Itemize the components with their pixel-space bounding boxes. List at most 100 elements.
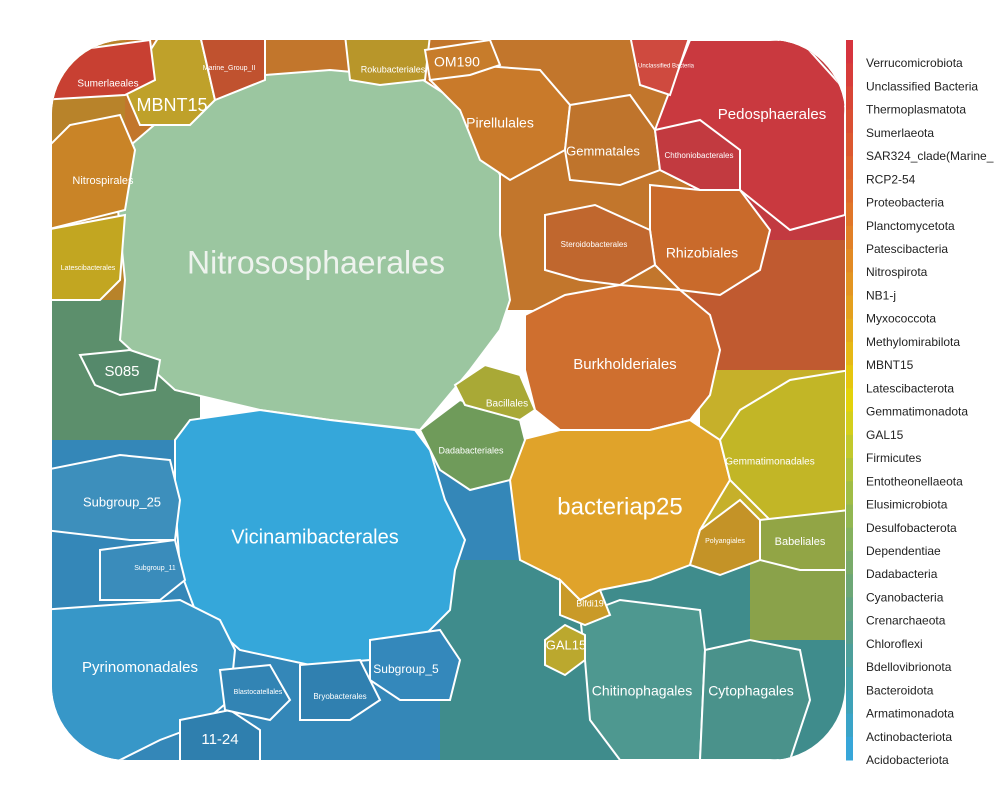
cell-label: Chthoniobacterales — [665, 151, 734, 160]
cell-label: Cytophagales — [708, 683, 794, 699]
legend-label: Bacteroidota — [866, 683, 934, 697]
cell-label: MBNT15 — [136, 95, 207, 115]
cell — [299, 658, 382, 721]
legend-label: Patescibacteria — [866, 242, 948, 256]
legend-label: Crenarchaeota — [866, 614, 946, 628]
legend-swatch — [846, 156, 853, 180]
treemap: Nitrososphaerales Vicinamibacterales Burkh… — [52, 40, 845, 760]
legend-label: MBNT15 — [866, 358, 914, 372]
legend-label: Gemmatimonadota — [866, 405, 968, 419]
cell — [653, 118, 741, 191]
cell-label: Vicinamibacterales — [231, 526, 399, 548]
legend-label: Bdellovibrionota — [866, 660, 952, 674]
cell-label: Blastocatellales — [234, 689, 283, 696]
legend-swatch — [846, 365, 853, 389]
cell — [544, 623, 586, 677]
legend-swatch — [846, 202, 853, 227]
cell-label: Latescibacterales — [61, 265, 116, 272]
legend-label: Chloroflexi — [866, 637, 923, 651]
cell-label: Burkholderiales — [573, 356, 676, 373]
cell-label: Rokubacteriales — [361, 64, 426, 74]
cell — [116, 68, 512, 432]
cell — [688, 498, 761, 577]
cell — [544, 203, 657, 287]
legend-label: Nitrospirota — [866, 265, 928, 279]
legend-label: Thermoplasmatota — [866, 103, 966, 117]
legend-label: Firmicutes — [866, 451, 921, 465]
cell-label: bacteriap25 — [557, 493, 682, 520]
legend-swatch — [846, 318, 853, 343]
legend-swatch — [846, 690, 853, 715]
legend-label: Desulfobacterota — [866, 521, 957, 535]
cell-label: Steroidobacterales — [561, 240, 628, 249]
cell-label: Pirellulales — [466, 115, 534, 131]
cell-label: Unclassified Bacteria — [638, 64, 695, 70]
legend-swatch — [846, 272, 853, 296]
cell-label: Subgroup_5 — [373, 662, 439, 676]
cell — [179, 708, 261, 760]
legend-swatch — [846, 458, 853, 482]
cell-label: Nitrososphaerales — [187, 244, 445, 280]
cell-label: Bryobacterales — [313, 692, 366, 701]
cell — [52, 213, 127, 301]
cell-label: Rhizobiales — [666, 245, 738, 261]
cell-label: GAL15 — [546, 637, 586, 652]
cell — [578, 598, 707, 760]
cell — [423, 40, 502, 82]
legend-swatch — [846, 620, 853, 645]
legend-label: Actinobacteriota — [866, 730, 952, 744]
cell-label: Dadabacteriales — [438, 445, 504, 455]
legend-swatch — [846, 225, 853, 250]
legend-swatch — [846, 109, 853, 134]
cell — [218, 663, 292, 722]
legend-swatch — [846, 434, 853, 459]
cell-label: Subgroup_11 — [134, 565, 176, 572]
legend-swatch — [846, 341, 853, 366]
legend-label: Entotheonellaeota — [866, 474, 963, 488]
legend-label: Cyanobacteria — [866, 590, 944, 604]
cell — [453, 363, 537, 422]
legend-swatch — [846, 527, 853, 552]
cell — [52, 453, 182, 541]
legend-swatch — [846, 713, 853, 738]
legend-label: NB1-j — [866, 288, 896, 302]
legend-label: Elusimicrobiota — [866, 498, 948, 512]
legend-swatch — [846, 667, 853, 691]
legend-swatch — [846, 86, 853, 111]
legend-swatch — [846, 736, 853, 761]
cell — [99, 538, 187, 601]
cell-label: OM190 — [434, 54, 480, 70]
cell-label: Bacillales — [486, 399, 528, 410]
cell — [559, 577, 612, 627]
legend-label: RCP2-54 — [866, 172, 916, 186]
cell — [198, 40, 266, 102]
cell-label: Sumerlaeales — [77, 79, 138, 90]
legend-label: Acidobacteriota — [866, 753, 949, 767]
legend-label: Latescibacterota — [866, 381, 954, 395]
legend-swatch — [846, 411, 853, 436]
cell-label: Pyrinomonadales — [82, 659, 198, 676]
legend-label: Unclassified Bacteria — [866, 79, 978, 93]
legend-swatch — [846, 179, 853, 204]
cell-label: Nitrospirales — [72, 175, 134, 187]
cell-label: Babeliales — [775, 536, 826, 548]
cell-label: Marine_Group_II — [203, 65, 256, 72]
cell — [343, 40, 432, 87]
cell-label: Gemmatales — [566, 143, 640, 158]
legend-swatch — [846, 63, 853, 87]
cell — [78, 348, 162, 397]
legend-swatch — [846, 481, 853, 506]
legend-swatch — [846, 40, 853, 64]
legend-swatch — [846, 388, 853, 413]
legend-label: Planctomycetota — [866, 219, 955, 233]
cell — [628, 40, 692, 97]
legend-label: Verrucomicrobiota — [866, 56, 963, 70]
legend-label: Dadabacteria — [866, 567, 938, 581]
legend-swatch — [846, 574, 853, 598]
cell-label: Blfdi19 — [576, 598, 604, 608]
legend: Verrucomicrobiota Unclassified Bacteria Th… — [846, 40, 994, 767]
cell-label: 11-24 — [201, 731, 238, 748]
cell — [52, 113, 137, 232]
legend-label: Methylomirabilota — [866, 335, 960, 349]
